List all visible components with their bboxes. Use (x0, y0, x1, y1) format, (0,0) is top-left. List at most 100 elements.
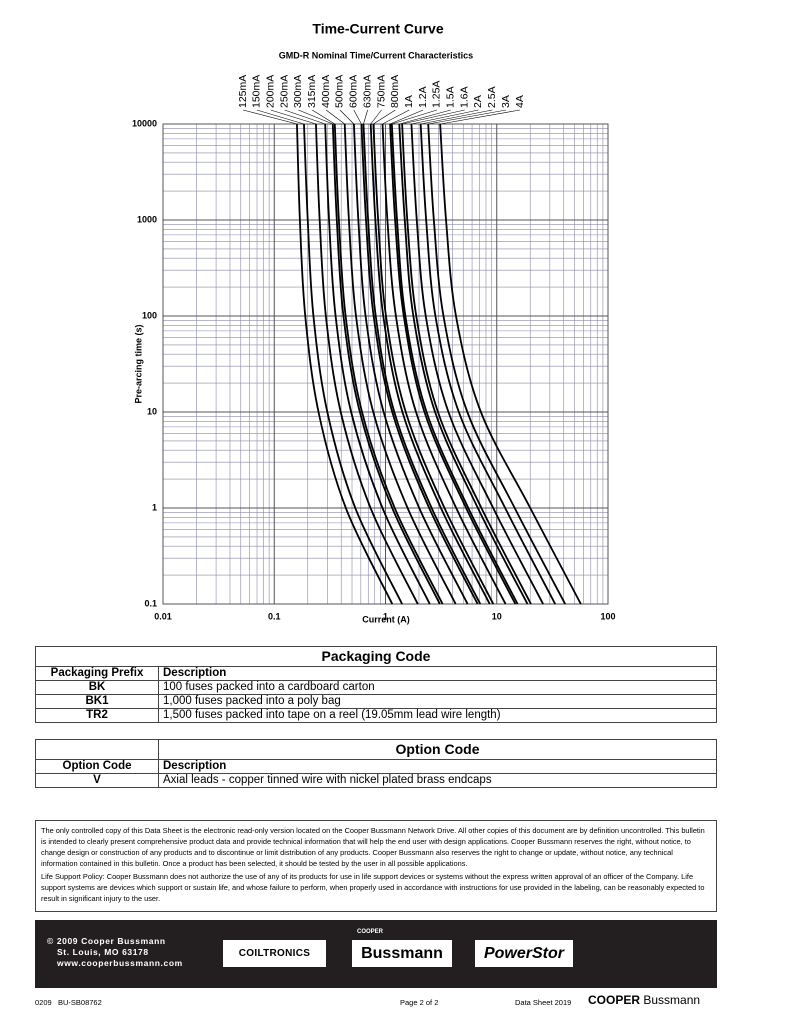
curve (390, 123, 519, 605)
address-line: © 2009 Cooper Bussmann (47, 936, 166, 946)
empty-cell (35, 739, 159, 760)
curve (343, 123, 457, 605)
curve-label: 1.25A (431, 81, 443, 108)
cell: TR2 (35, 708, 159, 723)
footer-code: 0209 (35, 998, 52, 1007)
curve-label: 2A (472, 95, 484, 108)
cell: BK (35, 680, 159, 695)
cell: 1,500 fuses packed into tape on a reel (… (158, 708, 717, 723)
leader-line (325, 109, 345, 125)
logo: COILTRONICS (223, 940, 326, 967)
y-tick-label: 1 (152, 502, 157, 512)
footer-doc: BU-SB08762 (58, 998, 102, 1007)
curve-label: 150mA (251, 75, 263, 108)
curve-label: 1.5A (445, 86, 457, 108)
leader-line (256, 109, 305, 125)
curve-label: 400mA (320, 75, 332, 108)
curve-label: 600mA (348, 75, 360, 108)
curve-label: 1A (403, 95, 415, 108)
curve (360, 123, 479, 605)
paragraph: Life Support Policy: Cooper Bussmann doe… (41, 872, 705, 903)
leader-line (382, 109, 410, 125)
chart-title: Time-Current Curve (312, 21, 443, 37)
x-tick-label: 0.1 (268, 611, 281, 621)
chart: Time-Current Curve GMD-R Nominal Time/Cu… (132, 21, 616, 625)
cell: Axial leads - copper tinned wire with ni… (158, 773, 717, 788)
leader-line (399, 109, 451, 125)
footer-band: © 2009 Cooper Bussmann St. Louis, MO 631… (35, 920, 717, 988)
leader-line (391, 109, 437, 125)
leader-line (339, 109, 355, 125)
brand-b: Bussmann (643, 993, 701, 1007)
leader-line (363, 109, 368, 125)
cell: V (35, 773, 159, 788)
logo: Bussmann (352, 940, 452, 967)
leader-line (428, 109, 507, 125)
disclaimer: The only controlled copy of this Data Sh… (35, 820, 717, 912)
footer-page: Page 2 of 2 (400, 998, 439, 1007)
curve-label: 200mA (264, 75, 276, 108)
curve (369, 123, 491, 605)
brand: COOPER Bussmann (588, 993, 700, 1007)
curve-label: 630mA (361, 75, 373, 108)
y-tick-label: 0.1 (144, 598, 157, 608)
curve (315, 123, 419, 605)
curve-label: 4A (514, 95, 526, 108)
x-tick-label: 1 (383, 611, 388, 621)
curve (381, 123, 507, 605)
header-cell: Description (158, 759, 717, 774)
address-line: St. Louis, MO 63178 (57, 947, 149, 957)
leader-line (312, 109, 335, 125)
table-title: Packaging Code (35, 646, 717, 667)
packaging-table: Packaging Code Packaging Prefix Descripti… (35, 646, 717, 723)
curve (398, 123, 529, 605)
footer-sheet: Data Sheet 2019 (515, 998, 572, 1007)
leader-line (411, 109, 479, 125)
curve (401, 123, 532, 605)
curve-label: 800mA (389, 75, 401, 108)
curve-label: 500mA (334, 75, 346, 108)
curve (296, 123, 394, 605)
curve (333, 123, 444, 605)
x-axis-label: Current (A) (362, 614, 410, 624)
y-axis-label: Pre-arcing time (s) (133, 324, 143, 403)
y-tick-label: 100 (142, 310, 157, 320)
brand-a: COOPER (588, 993, 641, 1007)
leader-line (370, 109, 382, 125)
curve (372, 123, 495, 605)
curve-label: 250mA (278, 75, 290, 108)
leader-line (373, 109, 396, 125)
leader-line (402, 109, 465, 125)
curve (303, 123, 403, 605)
curve (419, 123, 556, 605)
address-line: www.cooperbussmann.com (57, 958, 183, 968)
leader-line (242, 109, 298, 125)
curve-label: 315mA (306, 75, 318, 108)
paragraph: The only controlled copy of this Data Sh… (41, 826, 705, 868)
leader-line (298, 109, 333, 125)
logo: PowerStor (475, 940, 573, 967)
cell: 1,000 fuses packed into a poly bag (158, 694, 717, 709)
curve (427, 123, 566, 605)
y-tick-label: 10000 (132, 118, 157, 128)
curve-label: 125mA (237, 75, 249, 108)
leader-line (420, 109, 493, 125)
curve (389, 123, 517, 605)
curve-label: 3A (500, 95, 512, 108)
header-cell: Option Code (35, 759, 159, 774)
y-tick-label: 1000 (137, 214, 157, 224)
curve (362, 123, 482, 605)
option-table: Option Code Option Code Description V Axia… (35, 739, 717, 788)
curve (331, 123, 441, 605)
leader-line (270, 109, 317, 125)
leader-line (389, 109, 424, 125)
curve (410, 123, 544, 605)
header-cell: Packaging Prefix (35, 666, 159, 681)
x-tick-label: 10 (492, 611, 502, 621)
cell: 100 fuses packed into a cardboard carton (158, 680, 717, 695)
leader-line (440, 109, 521, 125)
curve-label: 1.2A (417, 86, 429, 108)
curve-label: 300mA (292, 75, 304, 108)
table-title: Option Code (158, 739, 717, 760)
